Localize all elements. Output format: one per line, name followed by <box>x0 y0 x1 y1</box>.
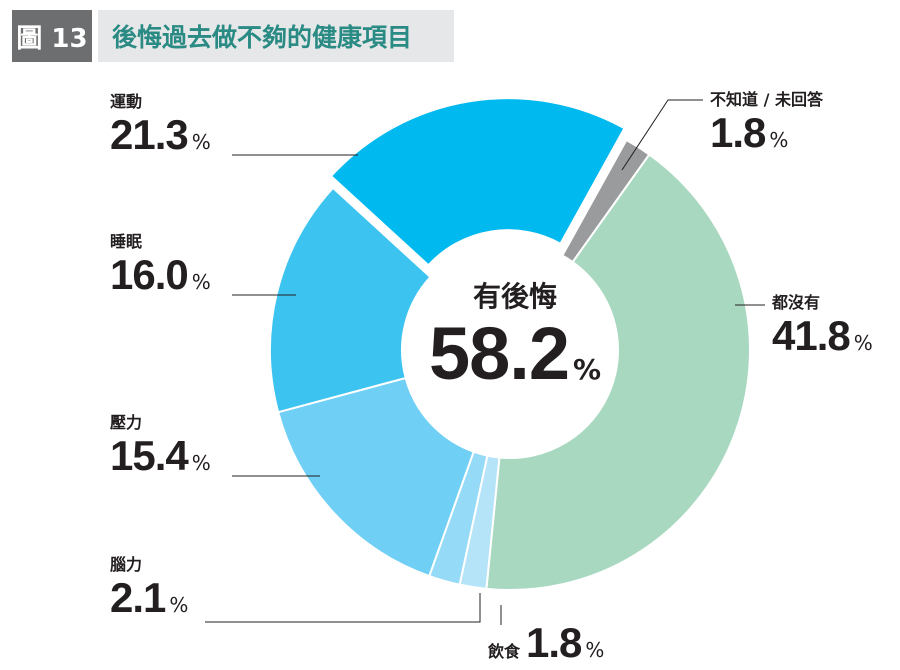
center-value: 58.2 <box>428 312 570 395</box>
label-unit: % <box>769 128 789 152</box>
label-value: 15.4 <box>110 432 189 479</box>
label-none: 都沒有 41.8% <box>772 293 873 359</box>
label-exercise: 運動 21.3% <box>110 92 211 158</box>
slice-1 <box>485 153 751 591</box>
label-name: 運動 <box>110 92 143 111</box>
label-brain: 腦力 2.1% <box>110 555 188 621</box>
label-value: 2.1 <box>110 574 166 621</box>
label-unit: % <box>191 130 211 154</box>
label-unit: % <box>191 270 211 294</box>
label-value: 16.0 <box>110 251 189 298</box>
label-name: 腦力 <box>110 555 143 574</box>
label-unit: % <box>853 331 873 355</box>
slice-4 <box>276 376 475 578</box>
label-name: 飲食 <box>488 642 521 661</box>
slice-5 <box>269 186 432 414</box>
label-diet: 飲食 1.8% <box>488 620 604 666</box>
label-value: 21.3 <box>110 111 189 158</box>
center-title: 有後悔 <box>472 280 557 313</box>
label-value: 1.8 <box>710 109 766 156</box>
label-unit: % <box>169 593 189 617</box>
slice-6 <box>329 97 626 267</box>
label-unknown: 不知道 / 未回答 1.8% <box>710 90 823 156</box>
label-name: 不知道 / 未回答 <box>710 90 823 109</box>
label-value: 41.8 <box>772 312 851 359</box>
label-name: 睡眠 <box>110 232 143 251</box>
label-name: 都沒有 <box>772 293 821 312</box>
chart-title: 後悔過去做不夠的健康項目 <box>98 10 454 62</box>
label-sleep: 睡眠 16.0% <box>110 232 211 298</box>
label-name: 壓力 <box>110 413 143 432</box>
label-unit: % <box>585 638 605 662</box>
label-stress: 壓力 15.4% <box>110 413 211 479</box>
center-label: 有後悔 58.2% <box>405 280 625 394</box>
center-unit: % <box>572 353 602 386</box>
leader-line-unknown <box>621 99 703 171</box>
label-value: 1.8 <box>526 619 582 666</box>
figure-number: 圖 13 <box>12 10 92 62</box>
leader-lines <box>205 99 765 625</box>
leader-line-brain <box>205 593 481 623</box>
label-unit: % <box>191 451 211 475</box>
